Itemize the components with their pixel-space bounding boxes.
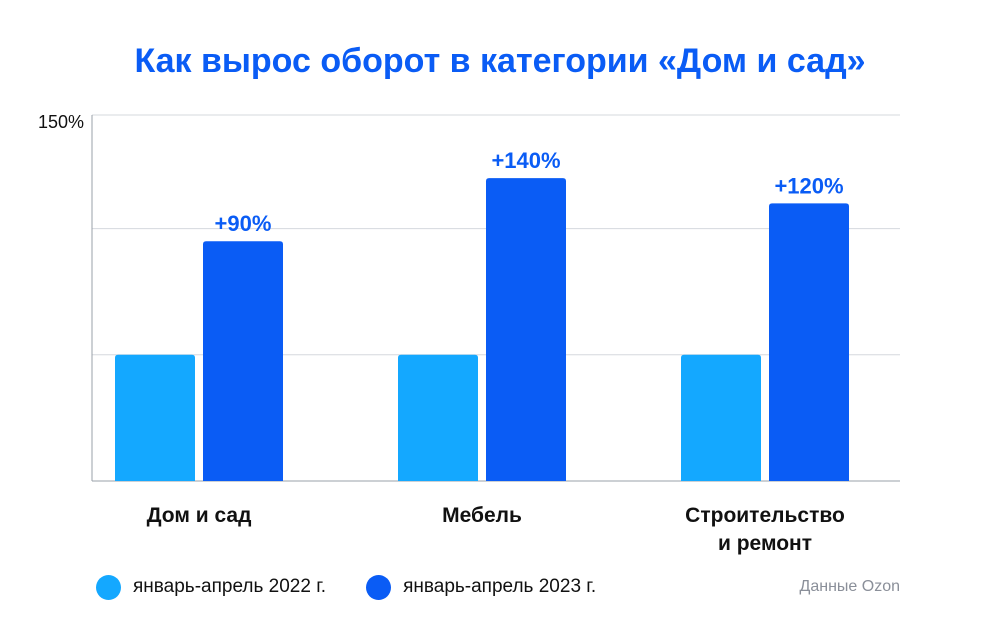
legend-label-2022: январь-апрель 2022 г. — [133, 576, 327, 597]
y-tick-label: 150% — [38, 112, 84, 132]
category-label-1: Мебель — [442, 504, 522, 527]
legend-swatch-2022 — [96, 574, 121, 600]
bar-2022-0 — [115, 354, 195, 481]
bar-2022-1 — [398, 354, 478, 481]
data-label-0: +90% — [215, 211, 272, 236]
data-label-1: +140% — [491, 148, 560, 173]
category-label-0: Дом и сад — [147, 504, 252, 527]
legend-item-2022: январь-апрель 2022 г. — [96, 574, 327, 600]
bar-2023-1 — [486, 178, 566, 481]
bar-2023-2 — [769, 203, 849, 481]
legend-item-2023: январь-апрель 2023 г. — [366, 574, 597, 600]
legend: январь-апрель 2022 г. январь-апрель 2023… — [96, 572, 636, 602]
bar-2022-2 — [681, 354, 761, 481]
bar-2023-0 — [203, 241, 283, 481]
chart-title: Как вырос оборот в категории «Дом и сад» — [134, 42, 866, 80]
legend-label-2023: январь-апрель 2023 г. — [403, 576, 597, 597]
category-label-2: Строительство и ремонт — [685, 504, 845, 555]
data-label-2: +120% — [774, 173, 843, 198]
source-note: Данные Ozon — [799, 578, 901, 595]
legend-swatch-2023 — [366, 574, 392, 600]
